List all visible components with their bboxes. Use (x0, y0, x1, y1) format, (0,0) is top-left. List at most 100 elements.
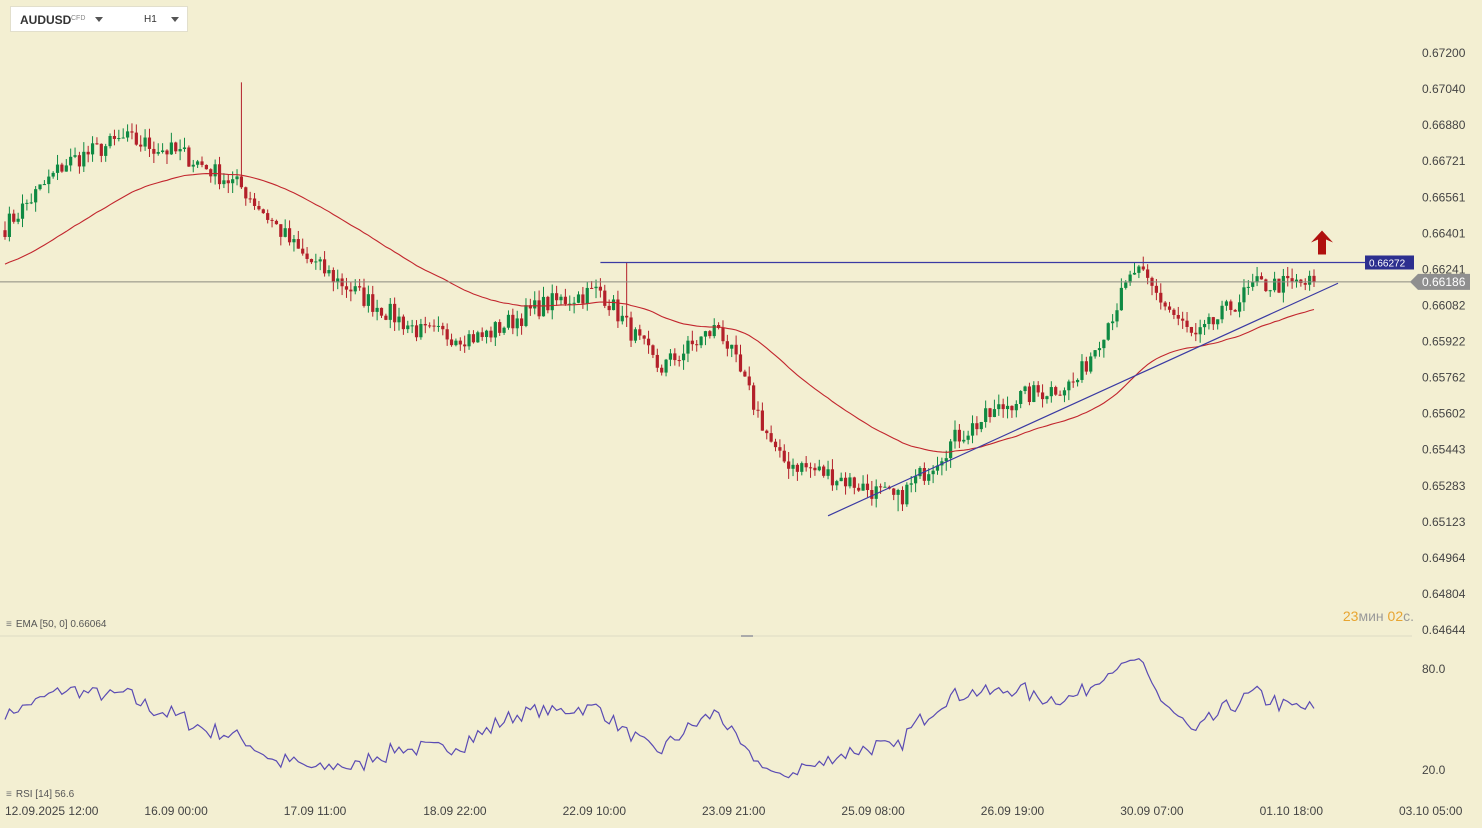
candle-body (681, 353, 686, 361)
candle-body (984, 408, 988, 422)
candle-body (397, 316, 401, 323)
symbol-chevron-down-icon[interactable] (95, 17, 103, 22)
candle-body (458, 340, 462, 345)
candle-body (125, 131, 130, 138)
candle-body (839, 477, 843, 482)
candle-body (12, 213, 16, 222)
time-tick-label: 01.10 18:00 (1260, 804, 1324, 818)
time-tick-label: 26.09 19:00 (981, 804, 1045, 818)
candle-body (358, 286, 362, 288)
candle-body (436, 325, 441, 327)
candle-body (432, 325, 436, 327)
candle-body (1202, 323, 1207, 328)
candle-body (625, 315, 629, 318)
price-tick-label: 0.66561 (1422, 190, 1466, 204)
candle-body (489, 330, 493, 338)
candle-body (152, 148, 156, 154)
rsi-legend[interactable]: ≡ RSI [14] 56.6 (6, 789, 74, 800)
candle-body (708, 331, 712, 337)
candle-body (371, 294, 375, 312)
candle-body (808, 467, 813, 469)
candle-body (712, 325, 716, 337)
up-arrow-icon[interactable] (1311, 230, 1333, 255)
candle-body (73, 155, 77, 157)
candle-body (419, 323, 423, 338)
candle-body (1080, 361, 1084, 380)
indicator-menu-icon[interactable]: ≡ (6, 619, 12, 630)
price-axis[interactable]: 0.67200 0.67040 0.66880 0.66721 0.66561 0.664… (1422, 46, 1466, 637)
candle-body (616, 299, 620, 322)
candle-body (7, 213, 11, 237)
candle-body (99, 143, 103, 156)
candle-body (949, 441, 953, 459)
candle-body (857, 487, 861, 491)
candle-body (1246, 286, 1250, 288)
timeframe-chevron-down-icon[interactable] (171, 17, 179, 22)
time-axis[interactable]: 12.09.2025 12:00 16.09 00:00 17.09 11:00 18… (5, 804, 1463, 818)
candle-body (1054, 387, 1058, 395)
candle-body (1014, 403, 1018, 411)
candle-body (878, 486, 883, 488)
candle-body (134, 132, 138, 145)
candle-body (546, 296, 550, 311)
candle-body (1172, 309, 1176, 315)
rsi-axis: 80.0 20.0 (1422, 662, 1446, 777)
candle-body (572, 302, 576, 304)
candle-body (1286, 275, 1290, 279)
candle-body (16, 218, 20, 222)
candle-body (244, 187, 248, 199)
candle-body (169, 142, 173, 155)
candle-body (511, 314, 515, 329)
candle-body (279, 224, 283, 237)
candle-body (34, 189, 38, 203)
candle-body (1242, 287, 1246, 303)
candle-body (42, 184, 47, 186)
candle-body (414, 325, 419, 338)
candle-body (1124, 282, 1128, 288)
candle-body (537, 300, 541, 317)
ascending-trendline[interactable] (827, 282, 1339, 517)
candle-body (239, 176, 244, 188)
ema-legend[interactable]: ≡ EMA [50, 0] 0.66064 (6, 619, 106, 630)
candle-body (1176, 314, 1180, 319)
candle-body (467, 334, 471, 347)
candle-body (292, 239, 296, 243)
candle-body (283, 228, 287, 237)
candle-body (646, 338, 651, 346)
candle-body (738, 354, 743, 372)
candle-body (865, 483, 870, 491)
symbol-name[interactable]: AUDUSD (20, 13, 72, 27)
price-tick-label: 0.65922 (1422, 335, 1466, 349)
candle-body (182, 147, 187, 150)
candle-body (196, 161, 200, 165)
candle-body (769, 433, 773, 442)
price-tick-label: 0.66241 (1422, 262, 1466, 276)
candle-body (765, 430, 769, 434)
candle-body (222, 180, 226, 185)
candle-body (563, 296, 567, 304)
candle-body (296, 239, 300, 249)
candle-body (1019, 391, 1023, 404)
candle-body (1216, 319, 1220, 325)
candle-body (64, 165, 68, 172)
symbol-toolbar[interactable]: AUDUSD CFD H1 (10, 6, 188, 32)
candle-body (848, 477, 852, 487)
candle-body (349, 289, 353, 292)
candle-body (730, 344, 734, 349)
indicator-menu-icon[interactable]: ≡ (6, 789, 12, 800)
candle-body (795, 464, 800, 472)
candle-body (388, 303, 392, 320)
timeframe-select[interactable]: H1 (144, 14, 157, 25)
candle-body (1128, 274, 1132, 283)
candle-body (533, 300, 537, 309)
candle-body (1229, 301, 1233, 310)
candle-body (1167, 306, 1172, 310)
time-tick-label: 30.09 07:00 (1120, 804, 1184, 818)
countdown-min-unit: мин (1358, 608, 1384, 624)
candle-body (747, 376, 751, 386)
candle-body (1097, 348, 1102, 351)
candle-body (909, 483, 913, 485)
candle-body (1207, 317, 1211, 324)
candle-body (1308, 275, 1312, 285)
